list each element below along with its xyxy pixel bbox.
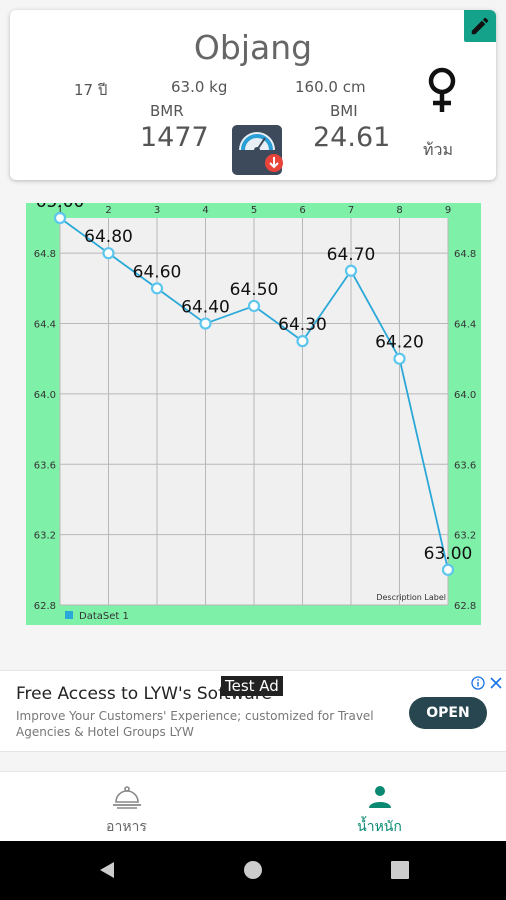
profile-card: Objang 17 ปี 63.0 kg 160.0 cm BMR 1477 B… (10, 10, 496, 180)
y-tick-label-left: 62.8 (34, 601, 56, 612)
data-label: 65.00 (36, 203, 85, 212)
bmr-label: BMR (150, 102, 184, 120)
back-icon[interactable] (96, 859, 118, 881)
x-tick-label: 4 (202, 205, 208, 216)
y-tick-label-right: 64.0 (454, 390, 476, 401)
age-value: 17 ปี (74, 81, 108, 99)
data-point (150, 282, 164, 295)
data-point (102, 247, 115, 260)
ad-title[interactable]: Free Access to LYW's Software (16, 684, 272, 704)
data-point (296, 335, 309, 348)
bmi-label: BMI (330, 102, 358, 120)
bottom-navigation: อาหาร น้ำหนัก (0, 771, 506, 842)
ad-banner[interactable]: Free Access to LYW's Software Test Ad Im… (0, 670, 506, 752)
data-point (199, 317, 212, 330)
data-point (441, 563, 455, 576)
data-label: 63.00 (424, 544, 473, 564)
home-icon[interactable] (242, 859, 264, 881)
y-tick-label-right: 63.6 (454, 460, 476, 471)
x-tick-label: 7 (348, 205, 354, 216)
weight-value: 63.0 kg (171, 78, 228, 96)
female-gender-icon (428, 67, 456, 112)
data-label: 64.50 (230, 280, 279, 300)
data-label: 64.40 (181, 298, 230, 318)
data-label: 64.20 (375, 333, 424, 353)
legend-label: DataSet 1 (79, 611, 129, 622)
y-tick-label-right: 64.4 (454, 320, 476, 331)
weight-chart: 1 2 3 4 5 6 7 8 9 62.8 62.8 63.2 63.2 63.6 63.6 64.0 64.… (26, 203, 481, 625)
data-point (247, 299, 261, 313)
height-value: 160.0 cm (295, 78, 366, 96)
food-cloche-icon (112, 786, 141, 809)
x-tick-label: 3 (154, 205, 160, 216)
y-tick-label-right: 62.8 (454, 601, 476, 612)
y-tick-label-right: 63.2 (454, 531, 476, 542)
data-label: 64.80 (84, 227, 133, 247)
description-label: Description Label (376, 593, 446, 602)
x-tick-label: 2 (105, 205, 111, 216)
y-tick-label-right: 64.8 (454, 249, 476, 260)
info-icon[interactable] (471, 676, 485, 690)
data-label: 64.60 (133, 262, 182, 282)
ad-description: Improve Your Customers' Experience; cust… (16, 709, 374, 739)
bmi-status-text: ท้วม (423, 140, 454, 159)
data-point (53, 211, 67, 225)
ad-open-button[interactable]: OPEN (409, 697, 487, 729)
edit-button[interactable] (464, 10, 496, 42)
legend-swatch (65, 611, 73, 619)
chart-svg: 1 2 3 4 5 6 7 8 9 62.8 62.8 63.2 63.2 63.6 63.6 64.0 64.… (34, 203, 477, 622)
data-label: 64.30 (278, 315, 327, 335)
system-navigation-bar (0, 841, 506, 900)
tab-weight[interactable]: น้ำหนัก (253, 772, 506, 842)
recents-icon[interactable] (389, 859, 411, 881)
weighing-scale-icon (232, 125, 283, 175)
bmi-value: 24.61 (313, 122, 391, 153)
data-point (344, 264, 358, 277)
data-label: 64.70 (327, 245, 376, 265)
tab-food-label: อาหาร (106, 819, 147, 835)
x-tick-label: 9 (445, 205, 451, 216)
data-point (393, 352, 406, 365)
pencil-icon (471, 17, 489, 35)
x-tick-label: 6 (299, 205, 305, 216)
y-tick-label-left: 64.4 (34, 320, 56, 331)
tab-weight-label: น้ำหนัก (357, 819, 402, 835)
profile-name: Objang (193, 28, 313, 67)
y-tick-label-left: 64.0 (34, 390, 56, 401)
close-icon[interactable] (490, 677, 502, 689)
y-tick-label-left: 63.6 (34, 460, 56, 471)
y-tick-label-left: 63.2 (34, 531, 56, 542)
person-icon (368, 786, 391, 808)
tab-food[interactable]: อาหาร (0, 772, 253, 842)
y-tick-label-left: 64.8 (34, 249, 56, 260)
bmr-value: 1477 (140, 122, 209, 153)
x-tick-label: 1 (57, 205, 63, 216)
x-tick-label: 8 (396, 205, 402, 216)
test-ad-badge: Test Ad (221, 676, 283, 696)
x-tick-label: 5 (251, 205, 257, 216)
